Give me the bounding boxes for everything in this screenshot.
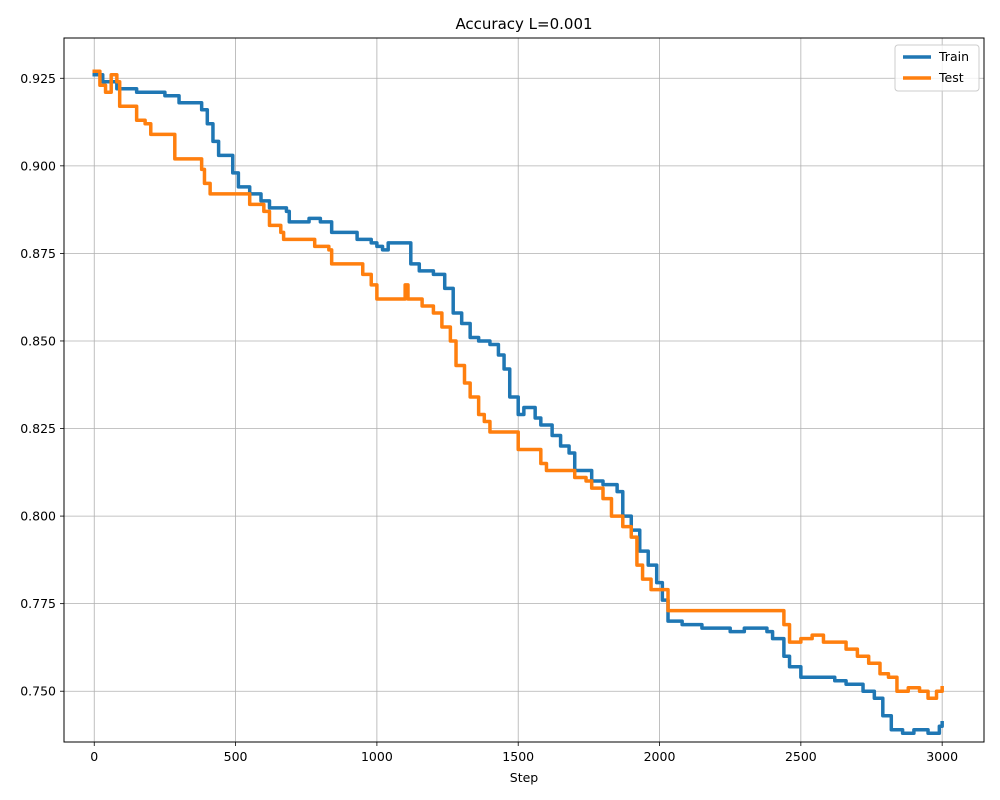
y-tick-label: 0.850 xyxy=(20,333,56,348)
series-layer xyxy=(92,69,944,735)
series-line-test xyxy=(92,69,944,700)
x-tick-label: 2500 xyxy=(785,749,817,764)
grid xyxy=(64,38,984,742)
x-tick-label: 0 xyxy=(90,749,98,764)
ticks: 0 500 1000 1500 2000 2500 3000 0.750 0.775 0.800 0… xyxy=(20,71,958,764)
x-axis-label: Step xyxy=(510,770,539,785)
legend-label-test: Test xyxy=(938,70,964,85)
legend-label-train: Train xyxy=(938,49,969,64)
x-tick-label: 2000 xyxy=(644,749,676,764)
y-tick-label: 0.750 xyxy=(20,684,56,699)
chart-title: Accuracy L=0.001 xyxy=(455,15,592,33)
y-tick-label: 0.800 xyxy=(20,509,56,524)
y-tick-label: 0.825 xyxy=(20,421,56,436)
x-tick-label: 1000 xyxy=(361,749,393,764)
x-tick-label: 500 xyxy=(224,749,248,764)
legend: Train Test xyxy=(894,44,980,92)
x-tick-label: 3000 xyxy=(926,749,958,764)
y-tick-label: 0.875 xyxy=(20,246,56,261)
y-tick-label: 0.900 xyxy=(20,158,56,173)
plot-frame xyxy=(63,37,985,743)
y-tick-label: 0.925 xyxy=(20,71,56,86)
x-tick-label: 1500 xyxy=(502,749,534,764)
y-tick-label: 0.775 xyxy=(20,596,56,611)
